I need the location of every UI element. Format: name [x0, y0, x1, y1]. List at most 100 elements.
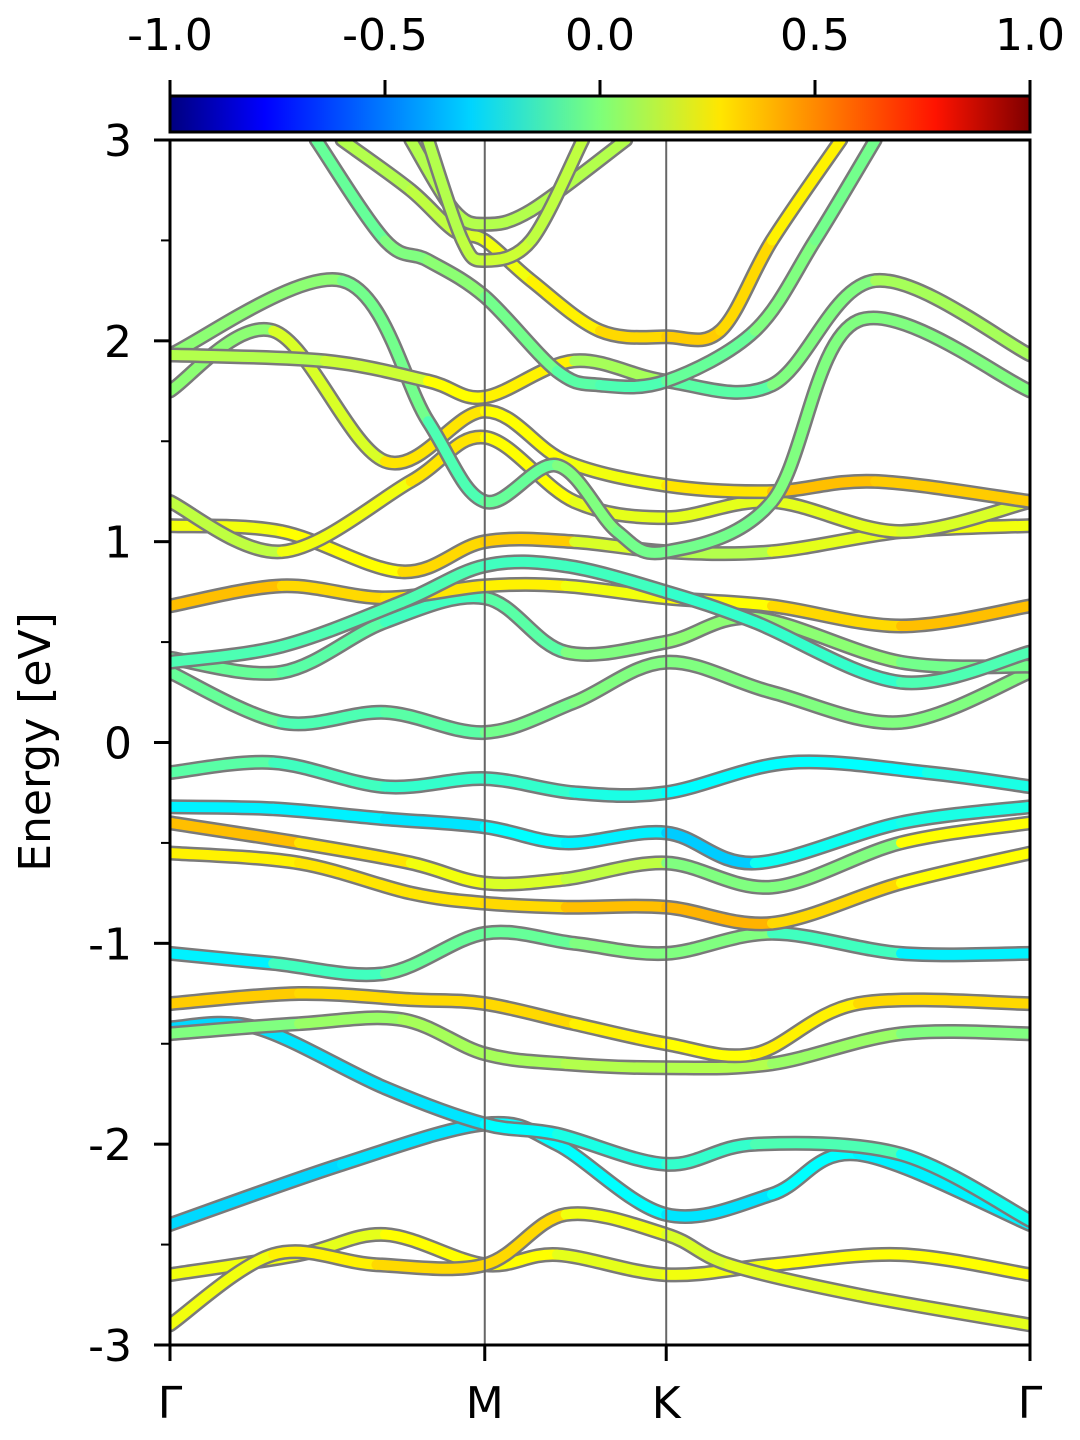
band-segment [311, 140, 390, 246]
y-tick-label: 0 [104, 719, 132, 770]
band-segment [767, 878, 906, 929]
band-segment [749, 998, 863, 1059]
band-segment [397, 536, 490, 577]
band-segment [767, 687, 906, 728]
x-tick-label: Γ [158, 1378, 183, 1429]
band-21 [308, 140, 883, 395]
band-segment [896, 667, 1030, 728]
band-segment [479, 1048, 571, 1069]
band-segment [560, 637, 672, 660]
band-segment [294, 1012, 408, 1029]
band-segment [661, 1139, 760, 1170]
band-segment [380, 592, 490, 627]
band-segment [767, 837, 906, 893]
band-segment [479, 235, 537, 266]
band-segment [170, 801, 279, 814]
band-segment [896, 948, 1030, 960]
band-segment [661, 1058, 777, 1074]
band-segment [294, 988, 416, 1005]
band-segment [380, 1082, 490, 1130]
band-segment [479, 291, 562, 376]
band-segment [170, 349, 330, 366]
band-segment [479, 998, 580, 1029]
band-segment [784, 756, 932, 778]
band-segment [896, 600, 1030, 631]
colorbar-tick-label: -0.5 [342, 10, 428, 61]
y-tick-label: 3 [104, 116, 132, 167]
band-segment [276, 476, 416, 557]
band-segment [661, 1189, 777, 1222]
band-segment [661, 858, 777, 893]
band-segment [749, 235, 820, 336]
band-segment [294, 837, 416, 868]
band-segment [749, 817, 906, 868]
band-segment [560, 1208, 672, 1240]
band-6 [170, 985, 1030, 1064]
band-segment [595, 325, 672, 343]
band-segment [569, 1018, 672, 1049]
band-segment [552, 1249, 672, 1280]
band-segment [896, 1149, 1030, 1226]
band-24 [420, 140, 591, 268]
y-tick-label: -3 [88, 1321, 132, 1372]
band-segment [405, 888, 490, 909]
y-tick-label: -1 [88, 919, 132, 970]
band-segment [661, 902, 777, 929]
band-segment [560, 1058, 672, 1073]
band-segment [526, 140, 588, 246]
band-segment [661, 480, 777, 497]
band-segment [276, 617, 390, 678]
band-segment [268, 1246, 382, 1270]
band-segment [767, 315, 863, 507]
band-segment [767, 600, 906, 631]
band-segment [479, 205, 537, 230]
band-segment [170, 817, 304, 848]
band-20 [170, 273, 1030, 406]
band-segment [170, 988, 304, 1009]
band-segment [337, 140, 416, 196]
band-segment [276, 580, 390, 603]
band-segment [612, 526, 672, 558]
band-segment [661, 1229, 734, 1270]
band-segment [661, 586, 760, 627]
band-segment [276, 707, 390, 729]
band-segment [380, 928, 490, 979]
band-segment [560, 827, 672, 848]
band-segment [251, 1022, 390, 1093]
y-axis-title: Energy [eV] [10, 612, 61, 872]
band-segment [423, 255, 490, 302]
colorbar-tick-label: 1.0 [995, 10, 1065, 61]
band-segment [479, 406, 571, 467]
band-segment [479, 898, 571, 913]
band-segment [337, 275, 433, 427]
band-segment [294, 858, 416, 899]
band-segment [560, 857, 672, 885]
band-segment [371, 1259, 490, 1274]
band-segment [479, 927, 580, 949]
band-segment [479, 874, 571, 890]
band-segment [405, 858, 490, 889]
band-segment [552, 460, 623, 537]
colorbar-tick-label: 0.0 [565, 10, 635, 61]
band-10 [170, 799, 1030, 871]
x-tick-label: Γ [1018, 1378, 1043, 1429]
band-segment [479, 579, 571, 591]
band-15 [170, 554, 1030, 691]
band-segment [560, 456, 672, 491]
colorbar: -1.0 -0.5 0.0 0.5 1.0 [127, 10, 1065, 134]
band-segment [268, 757, 390, 792]
band-segment [870, 476, 1030, 507]
band-segment [268, 325, 390, 467]
band-segment [170, 948, 279, 969]
band-segment [661, 1038, 760, 1061]
kpath-lines [483, 140, 668, 1345]
band-segment [276, 526, 408, 577]
band-segment [767, 1028, 906, 1069]
band-segment [423, 140, 468, 246]
band-segment [479, 355, 580, 403]
band-segment [526, 140, 631, 216]
band-segment [767, 928, 906, 959]
band-segment [479, 697, 580, 738]
band-segment [767, 1249, 906, 1270]
